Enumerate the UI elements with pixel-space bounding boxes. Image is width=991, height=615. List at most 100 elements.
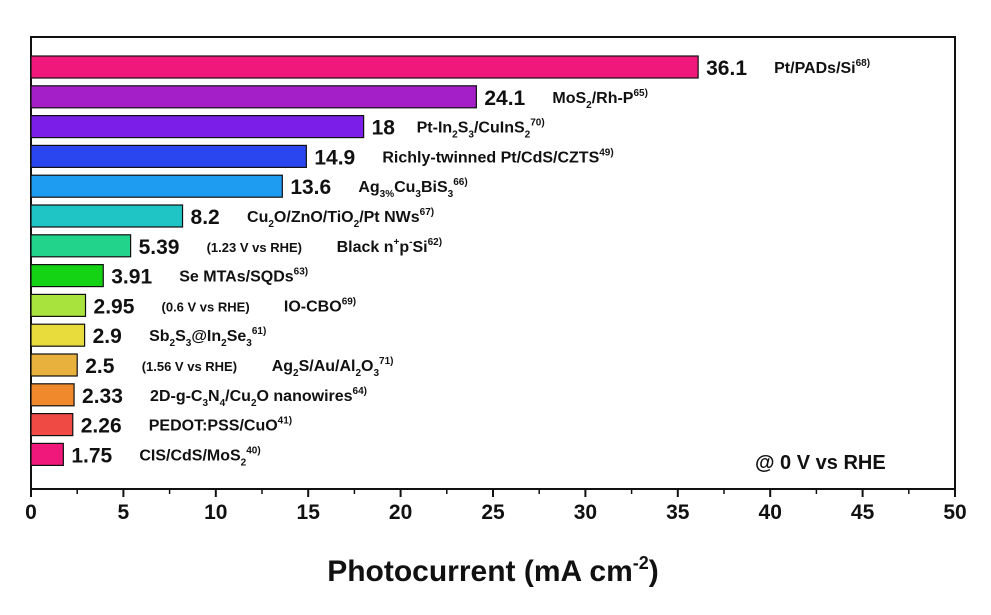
bar-value-label: 5.39 bbox=[139, 236, 180, 259]
bar bbox=[30, 413, 74, 437]
bar-material-label: IO-CBO69) bbox=[284, 296, 356, 315]
bar-material-label-part: BiS bbox=[421, 179, 448, 196]
bar-value-label: 2.9 bbox=[93, 325, 122, 348]
bar-value-label: 2.95 bbox=[94, 295, 135, 318]
bar-material-label: Pt/PADs/Si68) bbox=[774, 58, 870, 77]
bar-material-label-part: - bbox=[409, 237, 412, 248]
bar-material-label-part: 3 bbox=[448, 189, 454, 200]
bar-material-label-part: O bbox=[361, 358, 373, 375]
bar-material-label: CIS/CdS/MoS240) bbox=[139, 445, 260, 468]
bar-material-label-part: Se MTAs/SQDs bbox=[179, 269, 294, 286]
bar-material-label-part: 67) bbox=[420, 207, 434, 218]
bar-material-label-part: 2 bbox=[170, 338, 176, 349]
bar-material-label-part: @In bbox=[191, 328, 221, 345]
bar-material-label-part: 2 bbox=[251, 398, 257, 409]
x-tick-label: 50 bbox=[943, 501, 966, 524]
x-tick-label: 45 bbox=[851, 501, 875, 524]
bar-material-label-part: 3 bbox=[186, 338, 192, 349]
bar-material-label-part: 3 bbox=[468, 130, 474, 141]
bar-material-label-part: 70) bbox=[530, 118, 544, 129]
bar-material-label-part: Sb bbox=[149, 328, 170, 345]
bar-value-label: 2.33 bbox=[82, 385, 123, 408]
x-tick-label: 25 bbox=[481, 501, 505, 524]
bar-material-label-part: Pt-In bbox=[417, 120, 453, 137]
bar-material-label-part: 68) bbox=[856, 58, 870, 69]
bar-value-label: 8.2 bbox=[191, 206, 220, 229]
x-tick-label: 30 bbox=[574, 501, 597, 524]
bar-material-label-part: 2D-g-C bbox=[150, 388, 203, 405]
bar-value-label: 3.91 bbox=[111, 266, 152, 289]
bar bbox=[30, 234, 132, 258]
bar-material-label-part: N bbox=[208, 388, 220, 405]
bar-material-label-part: /Rh-P bbox=[592, 90, 634, 107]
bar-material-label-part: Pt/PADs/Si bbox=[774, 60, 856, 77]
bar-material-label-part: 2 bbox=[221, 338, 227, 349]
bar-material-label-part: 2 bbox=[452, 130, 458, 141]
bar-material-label-part: Ag bbox=[358, 179, 379, 196]
x-axis: 0 5 10 15 20 25 30 35 40 45 50 bbox=[25, 489, 967, 524]
bar-material-label-part: PEDOT:PSS/CuO bbox=[149, 418, 278, 435]
condition-note: @ 0 V vs RHE bbox=[755, 452, 886, 474]
x-tick-label: 40 bbox=[759, 501, 782, 524]
bar-material-label-part: O nanowires bbox=[257, 388, 353, 405]
bar-material-label-part: 64) bbox=[353, 386, 367, 397]
bar-material-label: Ag3%Cu3BiS366) bbox=[358, 177, 467, 200]
bar-material-label-part: O/ZnO/TiO bbox=[274, 209, 354, 226]
bar-material-label-part: 2 bbox=[525, 130, 531, 141]
bar bbox=[30, 293, 87, 317]
bar-condition-label: (0.6 V vs RHE) bbox=[162, 299, 250, 314]
bar-material-label-part: 2 bbox=[586, 100, 592, 111]
bar-material-label-part: S bbox=[458, 120, 469, 137]
bar bbox=[30, 204, 184, 228]
x-tick-label: 35 bbox=[666, 501, 690, 524]
bar-material-label: Black n+p-Si62) bbox=[337, 237, 442, 256]
bar-material-label: Ag2S/Au/Al2O371) bbox=[272, 356, 394, 379]
bar-material-label: Cu2O/ZnO/TiO2/Pt NWs67) bbox=[247, 207, 434, 230]
x-axis-label-main: Photocurrent (mA cm bbox=[327, 555, 633, 588]
bar-material-label-part: /Cu bbox=[225, 388, 251, 405]
bar-material-label-part: 71) bbox=[379, 356, 393, 367]
bar-material-label-part: CIS/CdS/MoS bbox=[139, 447, 241, 464]
bar bbox=[30, 144, 307, 168]
bar-material-label: 2D-g-C3N4/Cu2O nanowires64) bbox=[150, 386, 367, 409]
x-tick-label: 0 bbox=[25, 501, 37, 524]
x-axis-label-sup: -2 bbox=[633, 553, 649, 573]
bar-material-label-part: 3% bbox=[380, 189, 395, 200]
x-tick-label: 10 bbox=[204, 501, 227, 524]
bar-value-label: 2.5 bbox=[85, 355, 115, 378]
bar bbox=[30, 85, 477, 109]
bar-material-label-part: Se bbox=[227, 328, 247, 345]
bar-material-label-part: /CuInS bbox=[474, 120, 525, 137]
bar-material-label-part: Richly-twinned Pt/CdS/CZTS bbox=[382, 149, 599, 166]
x-tick-label: 20 bbox=[389, 501, 412, 524]
bar-material-label-part: S/Au/Al bbox=[299, 358, 356, 375]
bar-material-label-part: 3 bbox=[202, 398, 208, 409]
bar bbox=[30, 264, 104, 288]
bar-material-label-part: 2 bbox=[354, 219, 360, 230]
x-axis-label: Photocurrent (mA cm-2) bbox=[327, 553, 659, 588]
x-tick-label: 15 bbox=[297, 501, 321, 524]
x-tick-label: 5 bbox=[118, 501, 130, 524]
bar-material-label-part: 3 bbox=[373, 368, 379, 379]
bar-material-label: Richly-twinned Pt/CdS/CZTS49) bbox=[382, 147, 613, 166]
bar-value-label: 36.1 bbox=[706, 57, 747, 80]
bar-material-label-part: Ag bbox=[272, 358, 293, 375]
bar-value-label: 1.75 bbox=[71, 444, 112, 467]
bar-material-label-part: /Pt NWs bbox=[359, 209, 420, 226]
bar bbox=[30, 55, 699, 79]
bar-material-label-part: 3 bbox=[415, 189, 421, 200]
bar-value-label: 14.9 bbox=[314, 146, 355, 169]
bar-material-label-part: 2 bbox=[241, 457, 247, 468]
bar-material-label-part: + bbox=[394, 237, 400, 248]
bar-material-label-part: 40) bbox=[246, 445, 260, 456]
bar-value-label: 18 bbox=[372, 117, 396, 140]
bar-value-label: 2.26 bbox=[81, 415, 122, 438]
bar-material-label-part: 63) bbox=[294, 267, 308, 278]
bar-material-label-part: 49) bbox=[599, 147, 613, 158]
bar-value-label: 13.6 bbox=[290, 176, 331, 199]
bar-material-label-part: 4 bbox=[220, 398, 226, 409]
bar-value-label: 24.1 bbox=[484, 87, 525, 110]
bar bbox=[30, 114, 365, 139]
bar-material-label-part: 3 bbox=[246, 338, 252, 349]
